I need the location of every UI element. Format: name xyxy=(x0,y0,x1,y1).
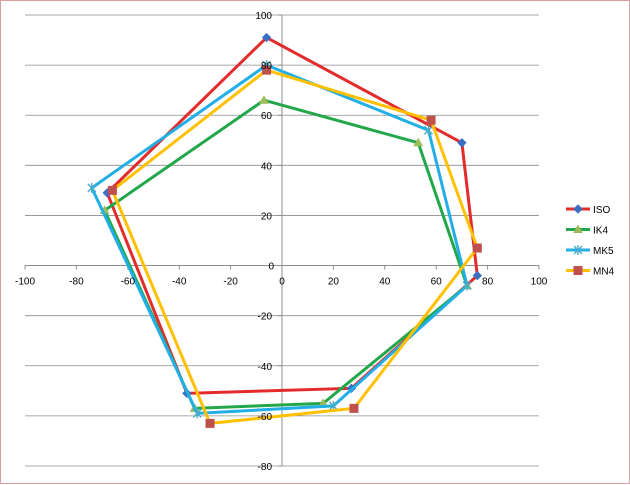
data-point-square xyxy=(349,403,359,413)
legend-label: IK4 xyxy=(593,226,608,237)
series-mn4 xyxy=(107,65,482,428)
legend: ISO IK4 MK5 MN4 xyxy=(566,204,615,278)
y-tick-label: -20 xyxy=(258,312,273,323)
data-point-x xyxy=(462,280,472,291)
x-tick-label: 80 xyxy=(482,277,494,288)
data-point-diamond xyxy=(261,32,272,43)
legend-label: ISO xyxy=(593,205,610,216)
x-tick-label: 40 xyxy=(379,277,391,288)
y-tick-label: 40 xyxy=(261,161,273,172)
y-tick-label: 0 xyxy=(268,262,274,273)
legend-marker xyxy=(573,266,583,275)
axes xyxy=(24,14,540,467)
data-point-square xyxy=(472,243,482,253)
legend-item-mk5: MK5 xyxy=(566,245,614,257)
x-tick-label: 100 xyxy=(531,277,548,288)
y-tick-label: 60 xyxy=(261,111,273,122)
x-tick-label: -40 xyxy=(172,277,187,288)
legend-label: MK5 xyxy=(593,246,614,257)
x-tick-label: -20 xyxy=(223,277,238,288)
x-tick-label: 0 xyxy=(279,277,285,288)
data-point-diamond xyxy=(457,138,467,148)
x-tick-label: -100 xyxy=(15,277,35,288)
legend-marker xyxy=(573,204,583,214)
x-tick-label: 20 xyxy=(328,277,340,288)
data-point-x xyxy=(423,125,433,136)
legend-marker xyxy=(573,224,583,233)
data-point-square xyxy=(426,115,436,125)
data-point-diamond xyxy=(472,270,483,281)
tick-labels: -100 -80 -60 -40 -20 0 20 40 60 80 100 -80 -60 -40 -20… xyxy=(15,11,548,473)
series-line xyxy=(89,63,469,415)
legend-marker xyxy=(573,245,583,255)
series-mk5 xyxy=(87,60,472,419)
data-point-square xyxy=(107,185,117,195)
legend-label: MN4 xyxy=(593,267,615,278)
data-point-square xyxy=(262,65,272,75)
x-tick-label: -60 xyxy=(121,277,136,288)
y-tick-label: -40 xyxy=(258,362,273,373)
y-tick-label: -80 xyxy=(258,462,273,473)
y-tick-label: -60 xyxy=(258,412,273,423)
series-group xyxy=(87,32,483,428)
y-tick-label: 100 xyxy=(255,11,272,22)
data-point-square xyxy=(205,418,215,428)
y-tick-label: 20 xyxy=(261,211,273,222)
legend-item-iso: ISO xyxy=(566,204,610,216)
x-tick-label: -80 xyxy=(69,277,84,288)
data-point-x xyxy=(87,182,97,193)
data-point-triangle xyxy=(413,137,424,147)
series-line xyxy=(102,98,469,410)
x-tick-label: 60 xyxy=(431,277,443,288)
y-tick-label: 80 xyxy=(261,61,273,72)
data-point-x xyxy=(192,408,202,419)
legend-item-ik4: IK4 xyxy=(566,224,608,237)
legend-item-mn4: MN4 xyxy=(566,266,615,278)
data-point-triangle xyxy=(259,95,269,104)
